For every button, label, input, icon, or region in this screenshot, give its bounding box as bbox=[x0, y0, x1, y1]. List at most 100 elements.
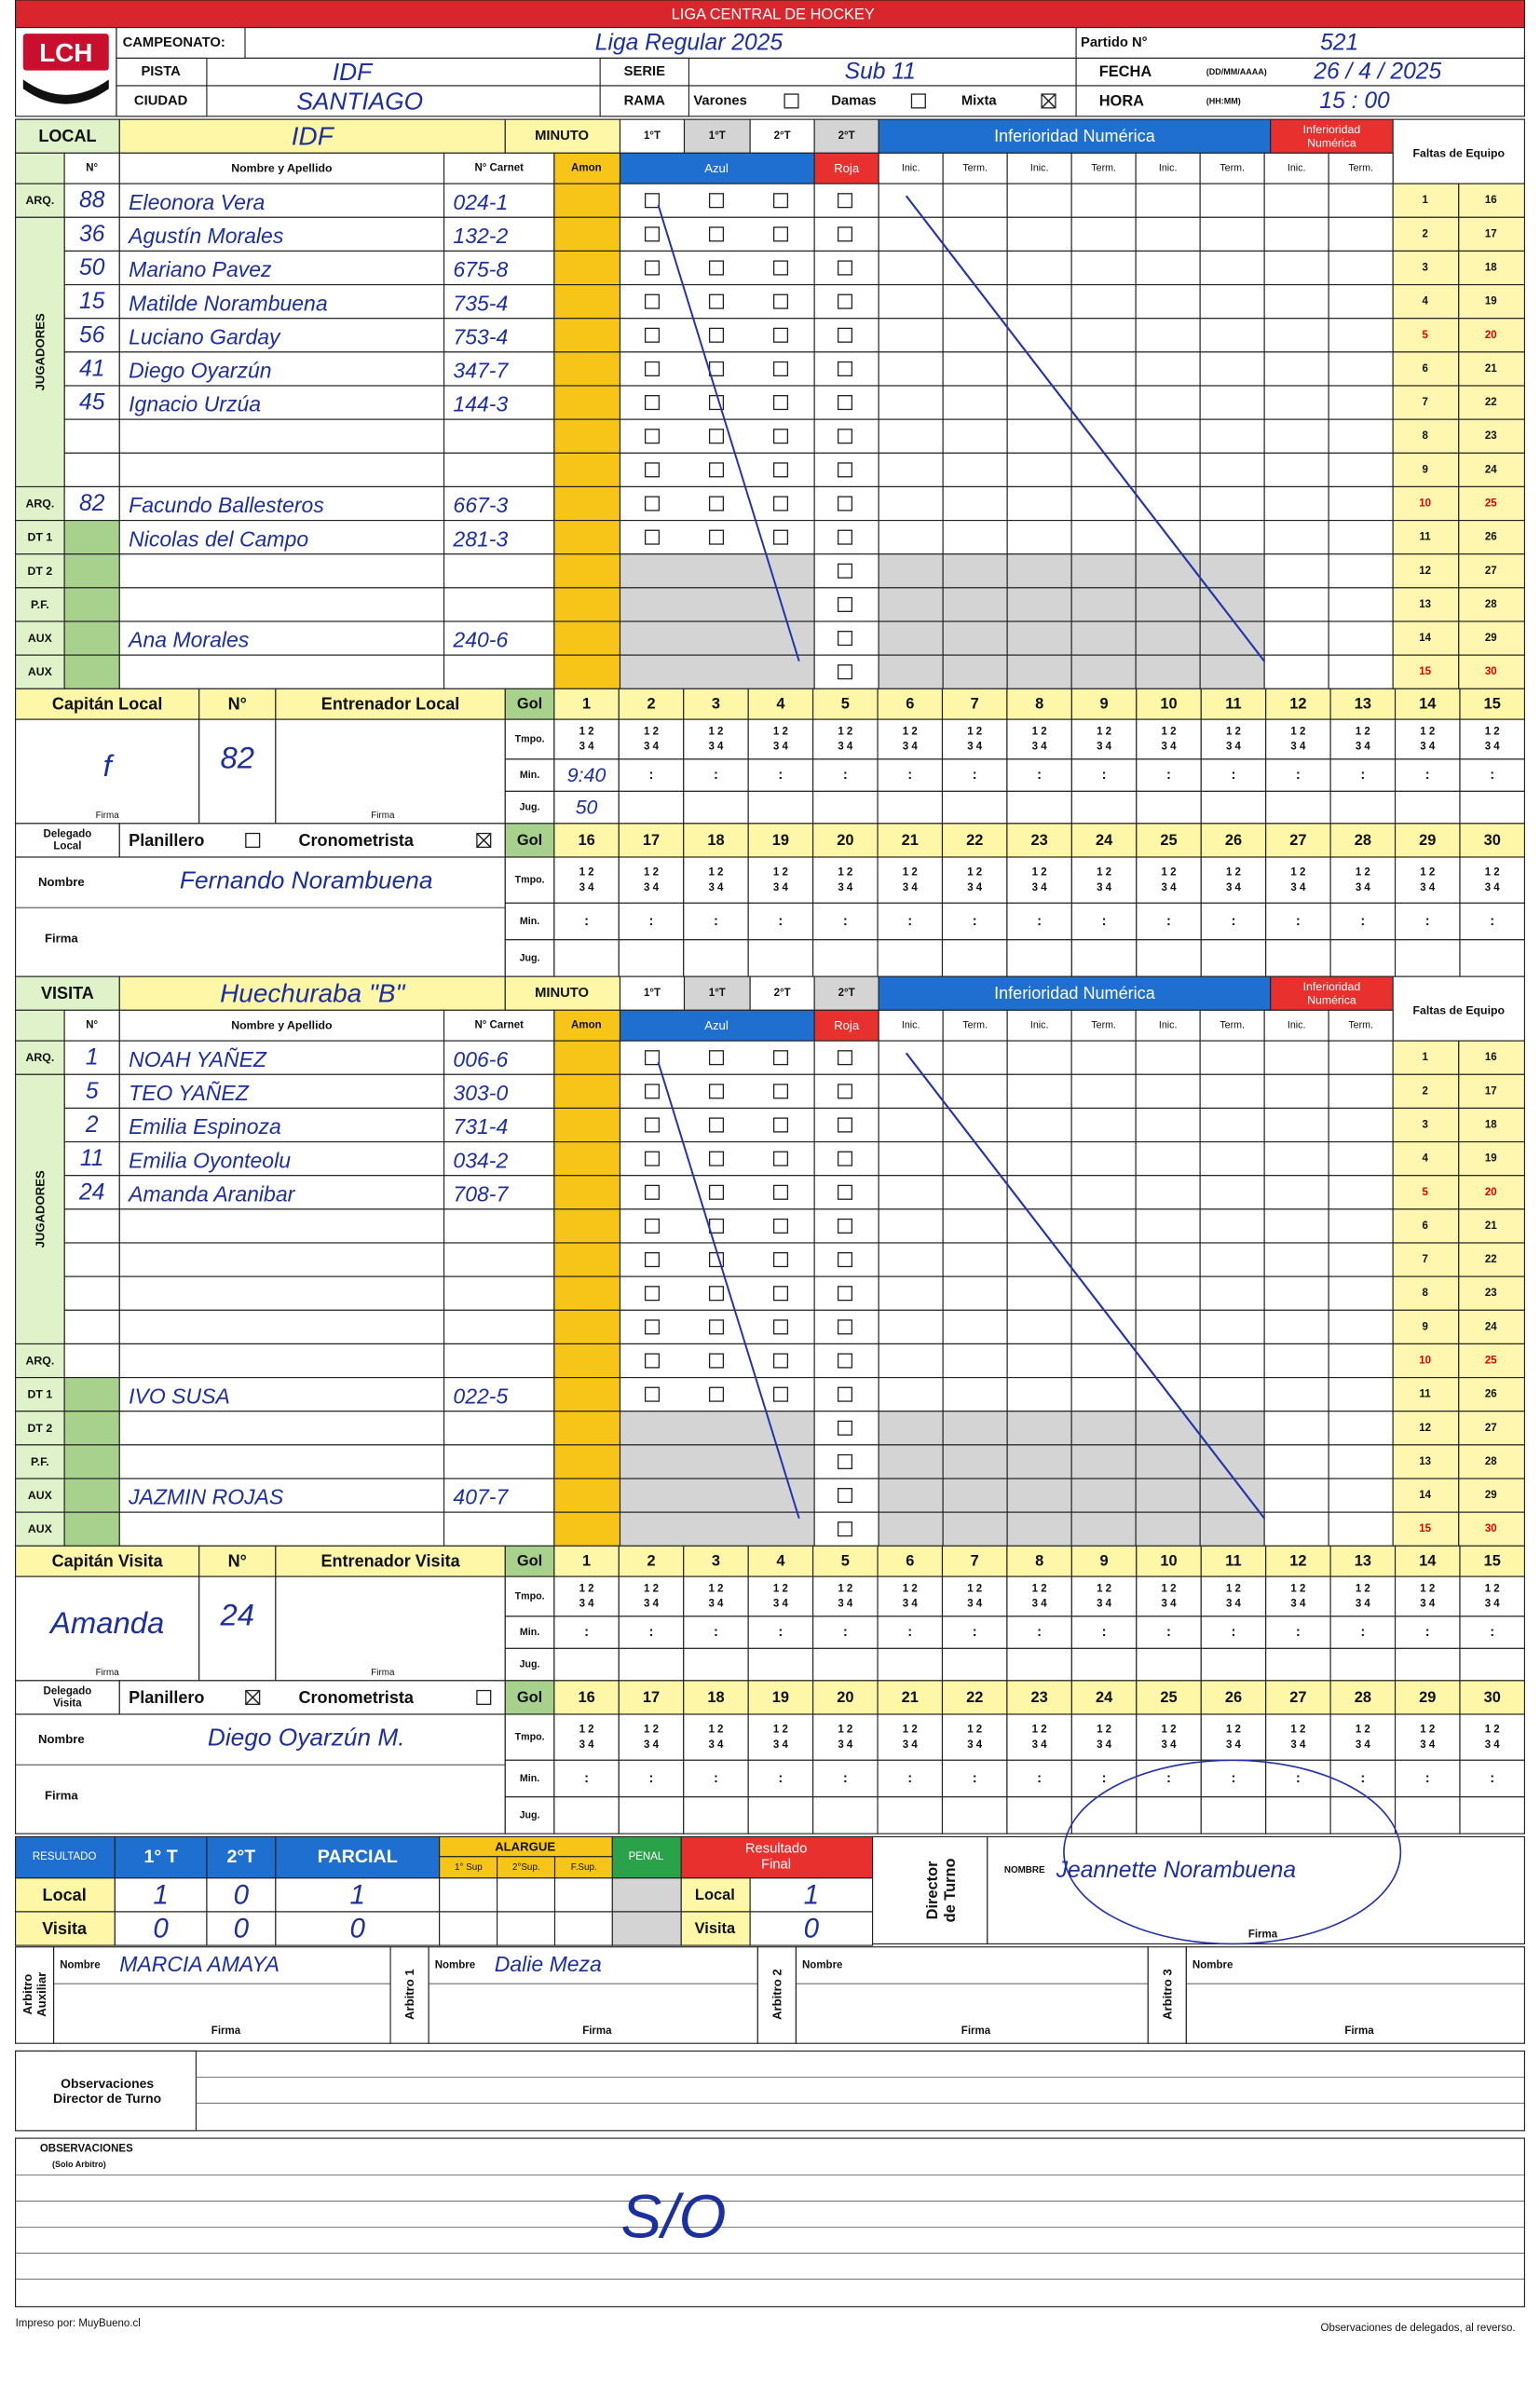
label: : bbox=[1231, 914, 1235, 929]
cell bbox=[504, 1575, 555, 1617]
label: PENAL bbox=[629, 1851, 664, 1862]
label: P.F. bbox=[31, 598, 49, 611]
label: (HH:MM) bbox=[1206, 96, 1241, 105]
cell bbox=[1328, 1275, 1394, 1311]
cell bbox=[553, 1343, 621, 1379]
cell bbox=[1459, 790, 1526, 825]
label: : bbox=[1296, 1771, 1301, 1786]
label: : bbox=[1490, 1625, 1494, 1640]
label: : bbox=[973, 1625, 977, 1640]
cell bbox=[1263, 1140, 1329, 1177]
label: PISTA bbox=[141, 64, 181, 79]
cell bbox=[1328, 1511, 1394, 1547]
cell bbox=[599, 85, 690, 117]
label: 1 2 bbox=[1290, 726, 1305, 737]
checkbox bbox=[644, 1184, 661, 1200]
cell bbox=[1328, 1411, 1394, 1446]
cell bbox=[1200, 902, 1267, 941]
cell bbox=[1328, 1376, 1394, 1412]
cell bbox=[553, 1107, 621, 1143]
cell bbox=[812, 1647, 879, 1682]
cell bbox=[1136, 1713, 1202, 1761]
cell bbox=[942, 587, 1008, 622]
label: P.F. bbox=[31, 1455, 49, 1468]
label: 1 2 bbox=[838, 866, 852, 878]
handwritten-entry: Dalie Meza bbox=[495, 1952, 602, 1976]
cell bbox=[1200, 1647, 1267, 1682]
handwritten-entry: S/O bbox=[620, 2182, 726, 2250]
label: F.Sup. bbox=[571, 1862, 597, 1873]
label: 11 bbox=[1420, 1389, 1432, 1400]
label: : bbox=[1425, 914, 1430, 929]
label: 29 bbox=[1419, 832, 1436, 849]
cell bbox=[1136, 758, 1202, 792]
cell bbox=[63, 1009, 120, 1042]
label: MINUTO bbox=[535, 129, 589, 143]
label: OBSERVACIONES bbox=[40, 2144, 133, 2155]
label: 9 bbox=[1100, 696, 1109, 713]
handwritten-entry: f bbox=[103, 748, 115, 783]
label: Inferioridad Numérica bbox=[994, 984, 1156, 1002]
label: DT 2 bbox=[28, 565, 53, 578]
cell bbox=[497, 1911, 556, 1946]
cell bbox=[1200, 1680, 1267, 1715]
cell bbox=[14, 2050, 1526, 2132]
cell bbox=[1136, 1616, 1202, 1649]
label: MINUTO bbox=[535, 986, 589, 1001]
cell bbox=[1263, 1511, 1329, 1547]
cell bbox=[118, 118, 506, 154]
label: : bbox=[843, 914, 848, 929]
checkbox bbox=[708, 1218, 725, 1234]
label: Final bbox=[761, 1857, 791, 1872]
cell bbox=[275, 1911, 441, 1946]
cell bbox=[118, 587, 445, 622]
handwritten-entry: 1 bbox=[153, 1879, 168, 1910]
label: 16 bbox=[1485, 1052, 1497, 1063]
label: 3 4 bbox=[644, 882, 660, 893]
cell bbox=[1328, 283, 1394, 320]
cell bbox=[114, 1835, 208, 1879]
cell bbox=[1458, 1040, 1526, 1075]
cell bbox=[1199, 519, 1265, 555]
label: Nombre bbox=[38, 875, 85, 889]
cell bbox=[878, 975, 1272, 1011]
cell bbox=[14, 2050, 198, 2132]
cell bbox=[118, 418, 445, 454]
cell bbox=[1199, 1444, 1265, 1480]
label: 3 4 bbox=[708, 882, 724, 893]
label: Impreso por: MuyBueno.cl bbox=[16, 2318, 141, 2329]
label: 10 bbox=[1160, 696, 1177, 713]
label: 3 4 bbox=[838, 742, 853, 753]
label: 18 bbox=[1485, 263, 1497, 274]
label: 3 4 bbox=[1290, 1739, 1306, 1751]
cell bbox=[747, 1575, 814, 1617]
label: 1 2 bbox=[708, 726, 723, 737]
label: 1 2 bbox=[1356, 1724, 1370, 1735]
cell bbox=[1070, 216, 1137, 252]
label: 3 4 bbox=[967, 1599, 983, 1610]
checkbox bbox=[644, 1084, 661, 1099]
cell bbox=[941, 1796, 1008, 1834]
handwritten-entry: 26 / 4 / 2025 bbox=[1313, 60, 1441, 85]
cell bbox=[942, 216, 1008, 252]
cell bbox=[1263, 216, 1329, 252]
label: 7 bbox=[1422, 397, 1427, 408]
cell bbox=[1135, 553, 1201, 589]
cell bbox=[941, 1545, 1008, 1577]
label: 21 bbox=[902, 1689, 919, 1706]
cell bbox=[747, 1616, 814, 1649]
cell bbox=[14, 823, 120, 858]
cell bbox=[1329, 1713, 1397, 1761]
cell bbox=[618, 856, 685, 904]
cell bbox=[63, 1309, 120, 1345]
cell bbox=[1328, 553, 1394, 589]
cell bbox=[813, 1009, 879, 1042]
cell bbox=[1392, 654, 1460, 689]
label: Firma bbox=[371, 1668, 395, 1678]
cell bbox=[63, 1073, 120, 1110]
label: : bbox=[1102, 1771, 1107, 1786]
cell bbox=[443, 216, 555, 252]
cell bbox=[1328, 1107, 1394, 1143]
cell bbox=[878, 118, 1272, 154]
